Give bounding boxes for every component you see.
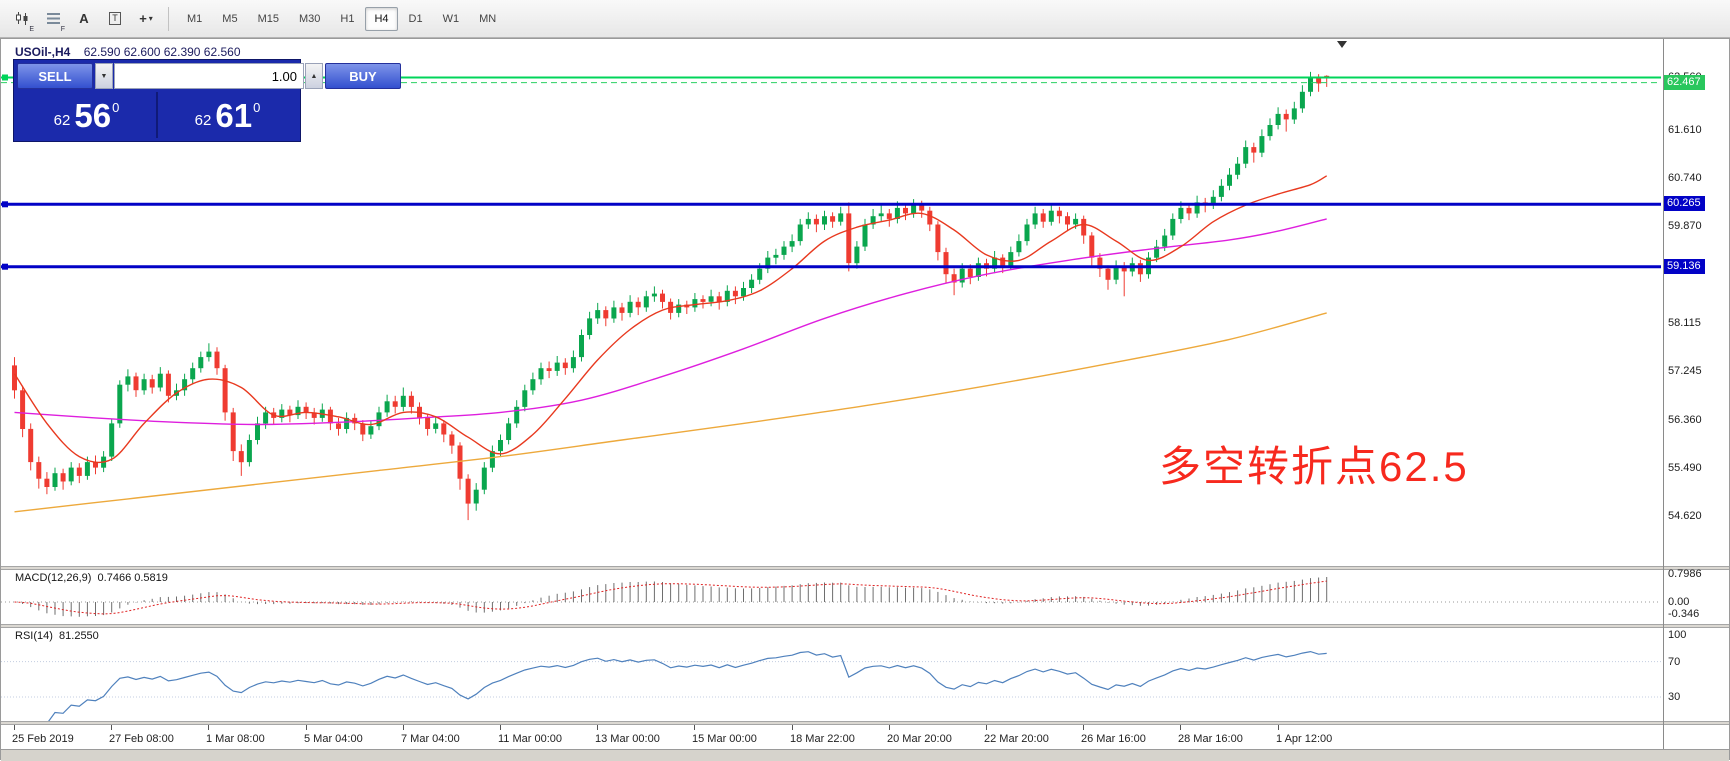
time-label: 28 Mar 16:00: [1178, 733, 1243, 745]
ma-slow-line: [15, 313, 1327, 512]
timeframe-m30[interactable]: M30: [290, 7, 329, 31]
time-label: 7 Mar 04:00: [401, 733, 460, 745]
bid-price-sup: 0: [112, 100, 119, 115]
price-badge-60.265: 60.265: [1664, 196, 1705, 211]
price-tick: 60.740: [1668, 171, 1702, 185]
one-click-trading-panel: SELL ▼ ▲ BUY 62 56 0 62 61 0: [13, 59, 301, 142]
time-label: 26 Mar 16:00: [1081, 733, 1146, 745]
time-label: 25 Feb 2019: [12, 733, 74, 745]
time-label: 1 Apr 12:00: [1276, 733, 1332, 745]
time-label: 1 Mar 08:00: [206, 733, 265, 745]
line-endpoint-marker[interactable]: [2, 75, 8, 81]
timeframe-h1[interactable]: H1: [331, 7, 363, 31]
time-label: 22 Mar 20:00: [984, 733, 1049, 745]
chart-annotation: 多空转折点62.5: [1159, 433, 1469, 494]
price-badge-62.467: 62.467: [1664, 75, 1705, 90]
textbox-tool-icon[interactable]: T: [101, 5, 129, 33]
rsi-axis-label: 70: [1668, 655, 1680, 669]
candlestick-chart-icon-badge: E: [29, 26, 34, 33]
symbol-name: USOil-,H4: [15, 45, 70, 59]
volume-input[interactable]: [114, 63, 304, 89]
chart-shift-marker[interactable]: [1337, 41, 1347, 48]
price-tick: 59.870: [1668, 219, 1702, 233]
indicator-list-icon-badge: F: [61, 26, 65, 33]
timeframe-w1[interactable]: W1: [434, 7, 469, 31]
time-tick: [500, 725, 501, 730]
price-tick: 58.115: [1668, 316, 1701, 330]
time-label: 20 Mar 20:00: [887, 733, 952, 745]
time-tick: [403, 725, 404, 730]
price-tick: 55.490: [1668, 461, 1702, 475]
time-label: 18 Mar 22:00: [790, 733, 855, 745]
text-tool-icon[interactable]: A: [70, 5, 98, 33]
time-tick: [1278, 725, 1279, 730]
time-label: 15 Mar 00:00: [692, 733, 757, 745]
macd-axis-label: 0.7986: [1668, 567, 1702, 581]
timeframe-m1[interactable]: M1: [178, 7, 211, 31]
price-tick: 61.610: [1668, 123, 1702, 137]
time-tick: [1180, 725, 1181, 730]
price-tick: 57.245: [1668, 364, 1702, 378]
time-tick: [986, 725, 987, 730]
price-badge-59.136: 59.136: [1664, 259, 1705, 274]
macd-axis-label: -0.346: [1668, 607, 1699, 621]
timeframe-h4[interactable]: H4: [365, 7, 397, 31]
buy-button[interactable]: BUY: [325, 63, 401, 89]
rsi-svg[interactable]: [1, 628, 1661, 721]
bid-price-big: 56: [74, 99, 111, 132]
volume-increase-button[interactable]: ▲: [305, 63, 323, 89]
timeframe-m15[interactable]: M15: [249, 7, 288, 31]
volume-decrease-button[interactable]: ▼: [95, 63, 113, 89]
ask-price-display[interactable]: 62 61 0: [156, 92, 297, 138]
time-label: 27 Feb 08:00: [109, 733, 174, 745]
toolbar-separator: [168, 7, 169, 31]
sell-button[interactable]: SELL: [17, 63, 93, 89]
rsi-axis-label: 30: [1668, 690, 1680, 704]
bid-price-prefix: 62: [54, 112, 71, 129]
timeframe-m5[interactable]: M5: [213, 7, 246, 31]
volume-control: ▼ ▲: [95, 63, 323, 89]
time-tick: [889, 725, 890, 730]
price-axis[interactable]: 62.56061.61060.74059.87058.11557.24556.3…: [1664, 39, 1729, 749]
time-tick: [14, 725, 15, 730]
time-tick: [597, 725, 598, 730]
candlestick-chart-icon[interactable]: E: [8, 5, 36, 33]
bottom-scrollbar-strip[interactable]: [1, 749, 1729, 761]
time-label: 11 Mar 00:00: [498, 733, 562, 745]
time-tick: [1083, 725, 1084, 730]
chart-window: USOil-,H4 62.590 62.600 62.390 62.560 SE…: [0, 38, 1730, 760]
time-tick: [111, 725, 112, 730]
ask-price-prefix: 62: [195, 112, 212, 129]
time-tick: [694, 725, 695, 730]
rsi-axis-label: 100: [1668, 628, 1686, 642]
time-label: 13 Mar 00:00: [595, 733, 660, 745]
macd-histogram: [15, 577, 1327, 617]
time-tick: [208, 725, 209, 730]
ma-mid-line: [15, 219, 1327, 425]
time-axis[interactable]: 25 Feb 2019 27 Feb 08:00 1 Mar 08:00 5 Mar …: [1, 725, 1663, 749]
line-endpoint-marker[interactable]: [2, 264, 8, 270]
ask-price-big: 61: [215, 99, 252, 132]
timeframe-d1[interactable]: D1: [400, 7, 432, 31]
time-label: 5 Mar 04:00: [304, 733, 363, 745]
price-tick: 54.620: [1668, 509, 1702, 523]
pointer-tool-icon[interactable]: +▾: [132, 5, 160, 33]
line-endpoint-marker[interactable]: [2, 201, 8, 207]
macd-svg[interactable]: [1, 570, 1661, 624]
bid-price-display[interactable]: 62 56 0: [17, 92, 156, 138]
time-tick: [306, 725, 307, 730]
price-tick: 56.360: [1668, 413, 1702, 427]
ohlc-values: 62.590 62.600 62.390 62.560: [84, 45, 241, 59]
timeframe-mn[interactable]: MN: [470, 7, 505, 31]
indicator-list-icon[interactable]: F: [39, 5, 67, 33]
time-tick: [792, 725, 793, 730]
symbol-ohlc-line: USOil-,H4 62.590 62.600 62.390 62.560: [15, 45, 241, 59]
ask-price-sup: 0: [253, 100, 260, 115]
